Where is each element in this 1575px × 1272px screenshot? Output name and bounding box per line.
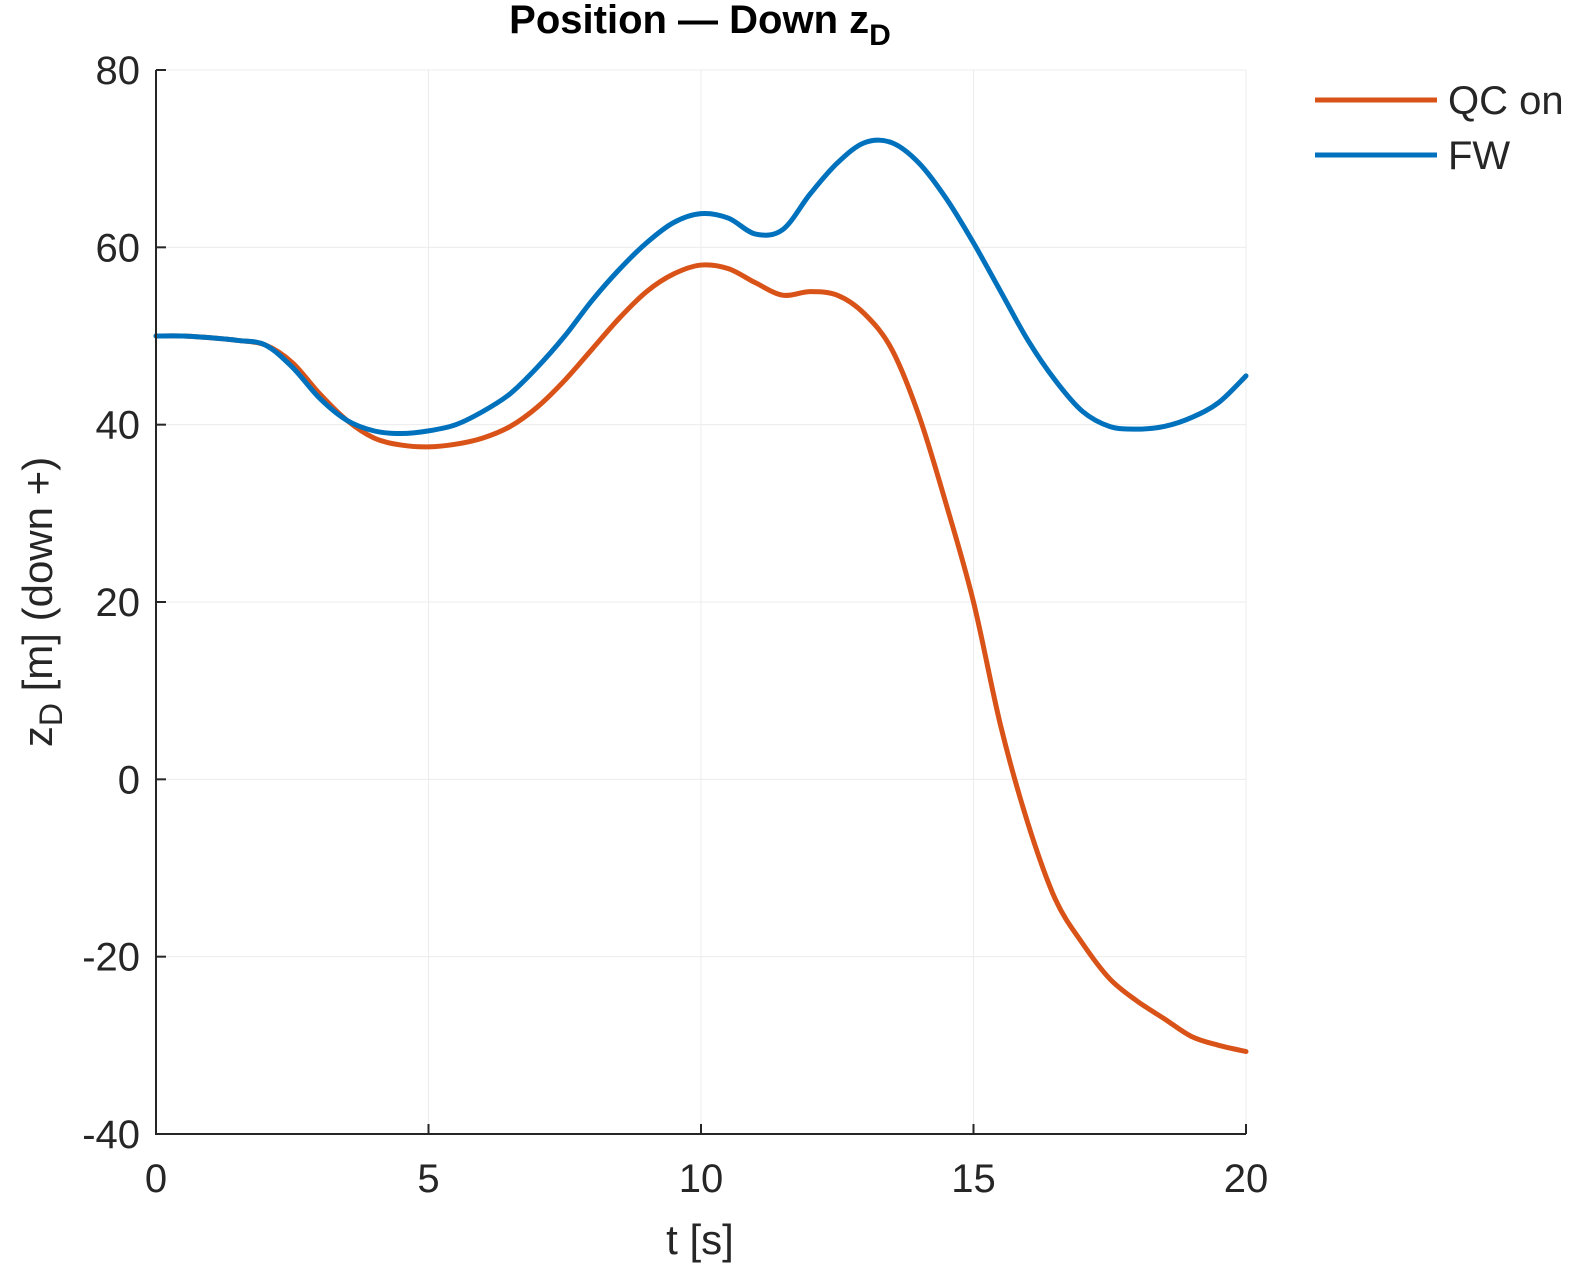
legend-label-qc-on: QC on xyxy=(1448,79,1564,123)
x-tick-label: 15 xyxy=(951,1157,996,1201)
y-tick-label: 80 xyxy=(96,49,141,93)
y-axis-label: zD [m] (down +) xyxy=(14,457,69,747)
series-line-fw xyxy=(153,137,1249,437)
legend-label-fw: FW xyxy=(1448,134,1510,178)
y-tick-label: 40 xyxy=(96,404,141,448)
series-lines xyxy=(153,137,1249,1055)
y-tick-label: 60 xyxy=(96,226,141,270)
x-tick-label: 20 xyxy=(1224,1157,1269,1201)
y-tick-label: -20 xyxy=(82,936,140,980)
chart-title: Position — Down zD xyxy=(509,0,891,52)
y-tick-label: 20 xyxy=(96,581,141,625)
x-tick-label: 10 xyxy=(679,1157,724,1201)
legend: QC on FW xyxy=(1315,79,1564,178)
grid xyxy=(156,69,1247,1134)
y-tick-label: -40 xyxy=(82,1113,140,1157)
ticks: 0 5 10 15 20 -40 -20 0 20 40 60 80 xyxy=(82,49,1268,1201)
x-tick-label: 0 xyxy=(145,1157,167,1201)
y-tick-label: 0 xyxy=(118,758,140,802)
x-axis-label: t [s] xyxy=(666,1216,734,1263)
x-tick-label: 5 xyxy=(417,1157,439,1201)
